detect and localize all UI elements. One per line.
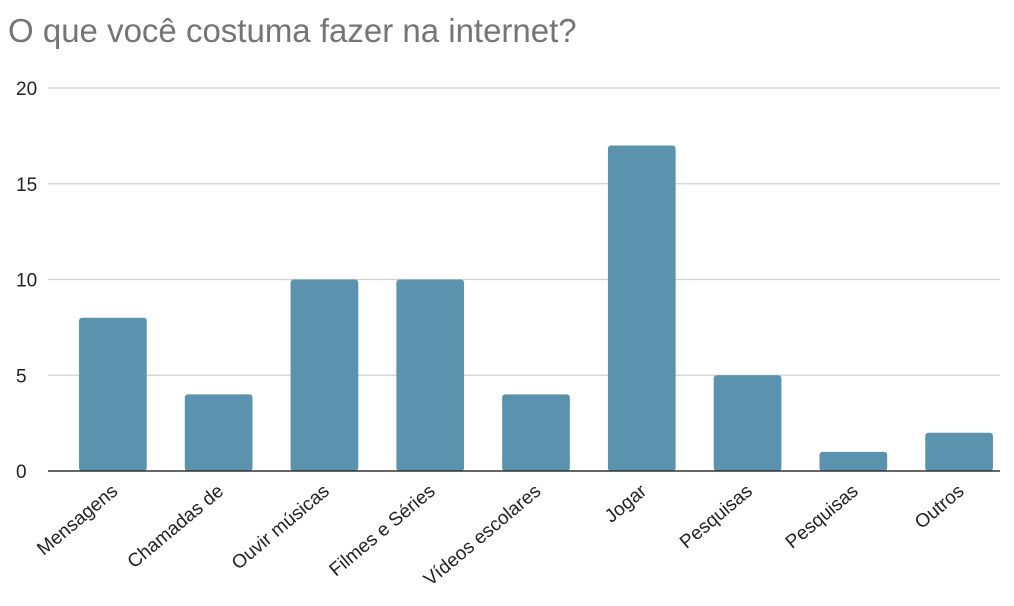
y-tick-label-10: 10	[16, 271, 37, 292]
bar-1	[184, 394, 253, 471]
labels: 0 5 10 15 20 Mensagens Chamadas de Ouvir música…	[16, 79, 968, 591]
bar-3	[396, 279, 465, 471]
x-tick-label-7: Pesquisas	[782, 481, 863, 553]
bar-7	[819, 451, 888, 471]
x-tick-label-8: Outros	[911, 481, 968, 534]
x-tick-label-3: Filmes e Séries	[326, 481, 440, 581]
bar-2	[290, 279, 359, 471]
bar-5	[607, 145, 676, 471]
gridlines	[48, 87, 1000, 376]
y-tick-label-20: 20	[16, 79, 37, 100]
x-tick-label-6: Pesquisas	[676, 481, 757, 553]
bars	[79, 145, 993, 471]
y-tick-label-15: 15	[16, 175, 37, 196]
bar-0	[79, 317, 147, 471]
x-tick-label-2: Ouvir músicas	[228, 481, 334, 574]
x-tick-label-1: Chamadas de	[124, 481, 228, 573]
bar-4	[502, 394, 570, 471]
bar-6	[713, 375, 782, 471]
x-tick-label-0: Mensagens	[33, 481, 122, 560]
bar-8	[925, 432, 993, 471]
y-tick-label-0: 0	[16, 462, 27, 483]
y-tick-label-5: 5	[16, 366, 27, 387]
x-tick-label-5: Jogar	[601, 480, 651, 527]
chart-title: O que você costuma fazer na internet?	[8, 12, 577, 49]
